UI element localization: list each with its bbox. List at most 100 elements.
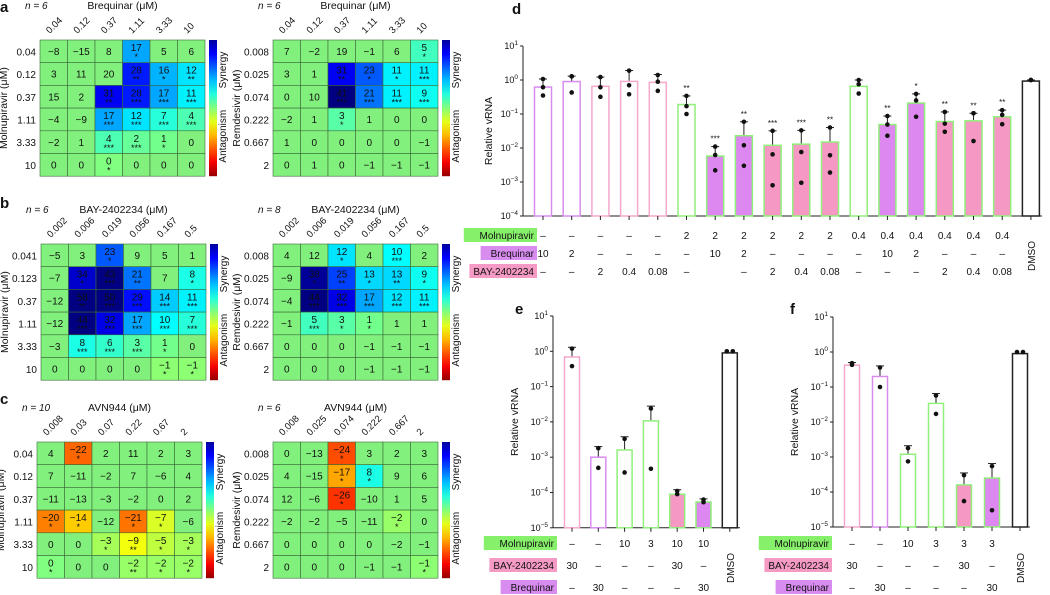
cell-value: 12 bbox=[391, 292, 403, 303]
y-tick-label: 10−1 bbox=[501, 108, 519, 119]
y-tick-label: 10−3 bbox=[811, 451, 829, 462]
cell-value: 1 bbox=[284, 138, 290, 149]
condition-label: BAY-2402234 bbox=[493, 561, 554, 572]
cell-value: 17 bbox=[364, 292, 376, 303]
data-point bbox=[1014, 349, 1020, 355]
cell-significance: ** bbox=[188, 75, 196, 85]
cell-value: −3 bbox=[183, 536, 195, 547]
condition-value: – bbox=[569, 267, 575, 278]
cell-significance: * bbox=[76, 522, 80, 532]
cell-value: −1 bbox=[187, 361, 199, 372]
bar bbox=[642, 420, 660, 529]
condition-value: 0.08 bbox=[820, 267, 840, 278]
data-point bbox=[622, 470, 627, 475]
row-label: 2 bbox=[263, 563, 269, 574]
heatmap-y-title: Remdesivir (μM) bbox=[231, 273, 243, 350]
tick-exponent: −3 bbox=[511, 176, 519, 183]
cell-value: 2 bbox=[78, 92, 84, 103]
cell-significance: *** bbox=[104, 324, 115, 334]
heatmap-x-title: BAY-2402234 (μM) bbox=[79, 204, 167, 216]
condition-value: – bbox=[569, 539, 575, 550]
cell-value: −9 bbox=[128, 536, 140, 547]
bar bbox=[1021, 80, 1041, 217]
cell-value: −17 bbox=[333, 468, 350, 479]
cell-value: 0 bbox=[107, 365, 113, 376]
column-label: 3.33 bbox=[387, 15, 408, 36]
cell-significance: * bbox=[190, 279, 194, 289]
cell-value: 7 bbox=[130, 472, 136, 483]
cell-value: −1 bbox=[391, 342, 403, 353]
condition-value: – bbox=[933, 561, 939, 572]
bar bbox=[1011, 352, 1029, 528]
cell-value: 0 bbox=[188, 138, 194, 149]
cell-value: 1 bbox=[366, 315, 372, 326]
row-label: 0.37 bbox=[18, 297, 38, 308]
condition-value: – bbox=[569, 583, 575, 594]
cell-value: 5 bbox=[311, 315, 317, 326]
cell-value: 1 bbox=[366, 115, 372, 126]
data-point bbox=[999, 107, 1005, 113]
significance-stars: ** bbox=[884, 104, 890, 113]
data-point bbox=[684, 93, 689, 99]
cell-value: 0 bbox=[284, 540, 290, 551]
cell-value: −5 bbox=[155, 536, 167, 547]
condition-value: – bbox=[877, 539, 883, 550]
data-point bbox=[933, 393, 939, 398]
colorbar-label-synergy: Synergy bbox=[215, 454, 226, 491]
condition-value: – bbox=[999, 249, 1005, 260]
cell-value: 4 bbox=[188, 111, 194, 122]
colorbar bbox=[210, 244, 218, 381]
condition-value: 10 bbox=[672, 539, 684, 550]
cell-value: −2 bbox=[48, 138, 60, 149]
condition-value: 3 bbox=[961, 539, 967, 550]
data-point bbox=[961, 498, 967, 504]
condition-value: – bbox=[905, 561, 911, 572]
data-point bbox=[598, 94, 603, 100]
cell-significance: *** bbox=[131, 120, 142, 130]
cell-significance: * bbox=[340, 256, 344, 266]
cell-value: −2 bbox=[309, 517, 321, 528]
cell-significance: * bbox=[159, 545, 163, 555]
row-label: 2 bbox=[263, 161, 269, 172]
cell-value: 14 bbox=[159, 292, 171, 303]
data-point bbox=[856, 77, 861, 83]
condition-value: – bbox=[596, 561, 602, 572]
condition-value: – bbox=[849, 583, 855, 594]
data-point bbox=[1020, 349, 1026, 355]
data-point bbox=[655, 88, 661, 94]
data-point bbox=[712, 144, 718, 149]
condition-value: – bbox=[655, 231, 661, 242]
cell-value: −26 bbox=[333, 490, 350, 501]
cell-value: 5 bbox=[162, 251, 168, 262]
column-label: 0.006 bbox=[305, 216, 330, 241]
cell-value: 13 bbox=[391, 270, 403, 281]
column-label: 0.37 bbox=[332, 15, 353, 36]
column-label: 0.04 bbox=[277, 15, 298, 36]
cell-value: 43 bbox=[104, 270, 116, 281]
control-label: DMSO bbox=[1027, 241, 1038, 271]
data-point bbox=[648, 466, 654, 472]
bar bbox=[695, 501, 712, 529]
cell-significance: ** bbox=[133, 75, 141, 85]
bar bbox=[906, 102, 926, 217]
heatmap-cell bbox=[410, 357, 439, 381]
condition-value: 3 bbox=[989, 539, 995, 550]
cell-significance: * bbox=[49, 568, 53, 578]
cell-value: 11 bbox=[419, 292, 430, 303]
cell-significance: ** bbox=[105, 97, 113, 107]
cell-value: 0 bbox=[366, 540, 372, 551]
condition-value: 10 bbox=[902, 539, 914, 550]
cell-value: −5 bbox=[49, 251, 61, 262]
cell-value: 0 bbox=[339, 161, 345, 172]
cell-value: 0 bbox=[48, 540, 54, 551]
colorbar-label-synergy: Synergy bbox=[218, 52, 229, 89]
condition-value: 10 bbox=[537, 249, 549, 260]
colorbar bbox=[442, 244, 450, 381]
row-label: 0.12 bbox=[14, 472, 34, 483]
cell-value: 7 bbox=[189, 315, 195, 326]
cell-value: −1 bbox=[159, 361, 171, 372]
y-tick-label: 101 bbox=[504, 40, 518, 51]
condition-value: 10 bbox=[710, 249, 722, 260]
cell-value: 0 bbox=[311, 365, 317, 376]
significance-stars: *** bbox=[768, 119, 777, 128]
